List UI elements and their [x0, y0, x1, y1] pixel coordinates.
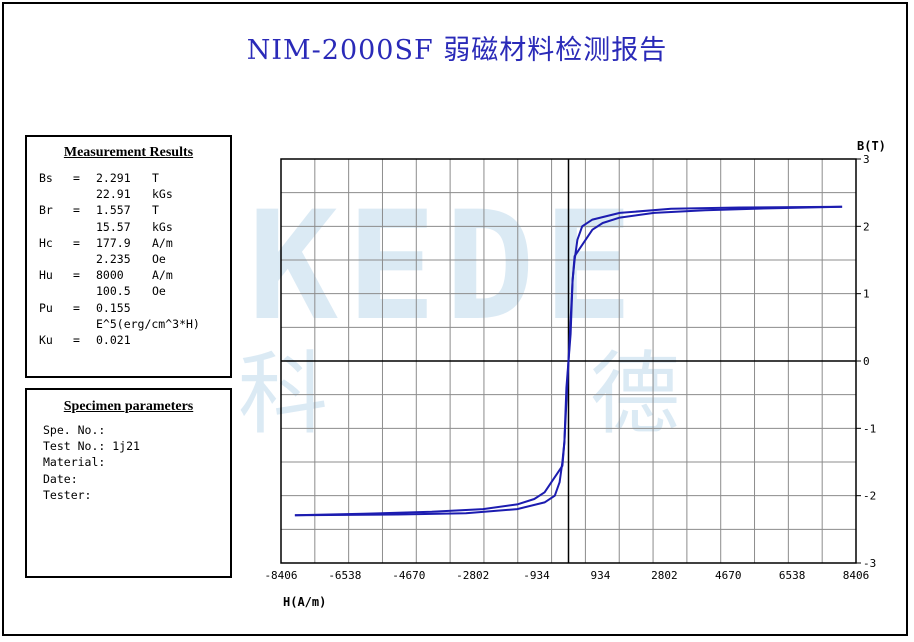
measurement-unit: A/m — [152, 268, 173, 283]
x-tick-label: -934 — [523, 569, 550, 582]
measurement-name: Hc — [39, 235, 53, 250]
measurement-name: Hu — [39, 268, 53, 283]
watermark-letters: KEDE — [248, 180, 641, 354]
measurement-unit: A/m — [152, 235, 173, 250]
specimen-value: 1j21 — [105, 439, 140, 454]
measurement-name: Br — [39, 203, 53, 218]
measurement-row: 15.57 kGs — [39, 219, 173, 235]
measurement-value: 100.5 — [96, 284, 131, 299]
y-tick-label: -1 — [863, 422, 876, 435]
measurement-equals: = — [73, 268, 80, 283]
specimen-label: Material: — [43, 455, 106, 470]
x-axis-label: H(A/m) — [283, 595, 326, 609]
x-tick-label: 8406 — [843, 569, 870, 582]
measurement-value: 15.57 — [96, 219, 131, 234]
measurement-row: Hc = 177.9 A/m — [39, 235, 173, 251]
x-tick-label: -2802 — [456, 569, 489, 582]
x-tick-label: 934 — [591, 569, 611, 582]
report-frame — [2, 2, 908, 636]
report-title: NIM-2000SF 弱磁材料检测报告 — [246, 35, 668, 66]
measurement-row: Br = 1.557 T — [39, 202, 173, 218]
measurement-row: 22.91 kGs — [39, 186, 173, 202]
measurement-value: 2.235 — [96, 251, 131, 266]
measurement-unit: Oe — [152, 251, 166, 266]
tick-labels: 3 2 1 0 -1 -2 -3 -8406 -6538 -4670 -2802 -934 934 280… — [264, 153, 876, 582]
measurement-unit: kGs — [152, 187, 173, 202]
measurement-value: 22.91 — [96, 187, 131, 202]
y-tick-label: 2 — [863, 220, 870, 233]
measurement-name: Bs — [39, 171, 53, 185]
measurement-unit: T — [152, 171, 159, 185]
specimen-heading: Specimen parameters — [63, 399, 194, 414]
measurement-equals: = — [73, 171, 80, 185]
measurement-row: Hu = 8000 A/m — [39, 267, 173, 283]
measurement-heading: Measurement Results — [63, 145, 194, 160]
measurement-equals: = — [73, 332, 80, 347]
measurement-value: 177.9 — [96, 235, 131, 250]
x-tick-label: 2802 — [651, 569, 678, 582]
measurement-equals: = — [73, 300, 80, 315]
measurement-value: 1.557 — [96, 203, 131, 218]
x-tick-label: -4670 — [392, 569, 425, 582]
specimen-label: Spe. No.: — [43, 423, 106, 437]
specimen-label: Test No.: — [43, 439, 106, 454]
y-tick-label: 3 — [863, 153, 870, 166]
measurement-row: 2.235 Oe — [39, 251, 173, 267]
hysteresis-branch — [294, 205, 843, 517]
y-tick-label: -3 — [863, 557, 876, 570]
measurement-panel: Measurement Results Bs = 2.291 T 22.91 kGs Br =… — [25, 135, 232, 378]
measurement-name: Pu — [39, 300, 53, 315]
measurement-row: Ku = 0.021 — [39, 332, 173, 348]
specimen-panel: Specimen parameters Spe. No.: Test No.: 1… — [25, 388, 232, 578]
hysteresis-curve — [294, 205, 843, 517]
specimen-row: Spe. No.: — [43, 422, 140, 438]
specimen-row: Material: — [43, 454, 140, 470]
y-tick-label: -2 — [863, 490, 876, 503]
y-tick-label: 0 — [863, 355, 870, 368]
x-tick-label: -6538 — [328, 569, 361, 582]
measurement-equals: = — [73, 203, 80, 218]
y-axis-label: B(T) — [857, 139, 886, 153]
specimen-rows: Spe. No.: Test No.: 1j21 Material: Date: Tes… — [43, 422, 140, 503]
measurement-unit: kGs — [152, 219, 173, 234]
x-tick-label: 6538 — [779, 569, 806, 582]
measurement-unit: T — [152, 203, 159, 218]
measurement-row: 100.5 Oe — [39, 283, 173, 299]
measurement-value: 0.021 — [96, 332, 131, 347]
measurement-unit: Oe — [152, 284, 166, 299]
measurement-value: 2.291 — [96, 171, 131, 185]
specimen-row: Test No.: 1j21 — [43, 438, 140, 454]
measurement-row: Pu = 0.155 — [39, 300, 173, 316]
specimen-row: Tester: — [43, 487, 140, 503]
measurement-name: Ku — [39, 332, 53, 347]
specimen-row: Date: — [43, 471, 140, 487]
measurement-value: 8000 — [96, 268, 124, 283]
measurement-value: 0.155 — [96, 300, 131, 315]
measurement-equals: = — [73, 235, 80, 250]
x-tick-label: -8406 — [264, 569, 297, 582]
specimen-label: Date: — [43, 471, 78, 486]
x-tick-label: 4670 — [715, 569, 742, 582]
specimen-label: Tester: — [43, 487, 92, 502]
measurement-row: Bs = 2.291 T — [39, 170, 173, 186]
y-tick-label: 1 — [863, 288, 870, 301]
